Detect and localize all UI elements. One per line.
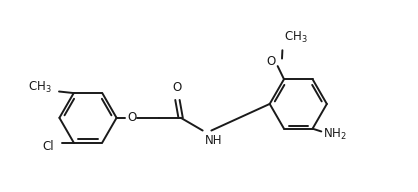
Text: CH$_3$: CH$_3$ [28,80,52,95]
Text: CH$_3$: CH$_3$ [284,30,308,46]
Text: O: O [127,111,137,123]
Text: O: O [266,55,275,68]
Text: NH$_2$: NH$_2$ [323,127,347,142]
Text: Cl: Cl [42,140,54,153]
Text: O: O [173,81,182,94]
Text: NH: NH [205,134,222,147]
